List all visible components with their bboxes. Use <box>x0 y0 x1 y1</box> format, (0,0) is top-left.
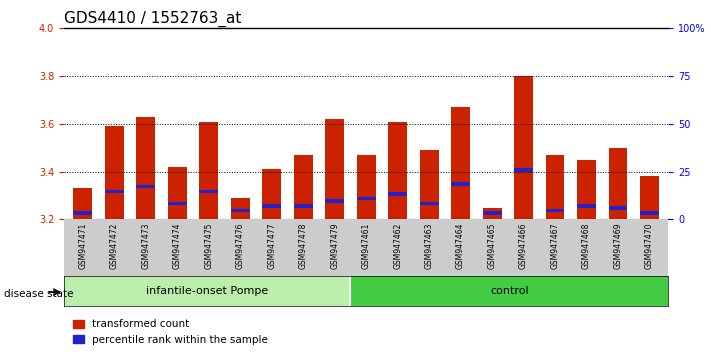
Text: GSM947463: GSM947463 <box>424 222 434 269</box>
Text: GSM947469: GSM947469 <box>614 222 622 269</box>
Text: GSM947471: GSM947471 <box>78 222 87 269</box>
Bar <box>609 206 627 210</box>
Bar <box>514 76 533 219</box>
Text: GSM947474: GSM947474 <box>173 222 182 269</box>
Bar <box>451 107 470 219</box>
Bar <box>640 176 659 219</box>
Bar <box>168 167 187 219</box>
Bar <box>514 168 533 172</box>
Bar <box>357 155 375 219</box>
Bar <box>199 190 218 193</box>
Bar <box>105 190 124 193</box>
Text: infantile-onset Pompe: infantile-onset Pompe <box>146 286 268 296</box>
Text: GSM947464: GSM947464 <box>456 222 465 269</box>
Bar <box>105 126 124 219</box>
Bar <box>231 209 250 212</box>
Bar <box>294 155 313 219</box>
Text: GSM947462: GSM947462 <box>393 222 402 269</box>
Bar <box>262 169 281 219</box>
Bar <box>294 204 313 207</box>
Bar <box>137 117 155 219</box>
FancyBboxPatch shape <box>64 276 351 306</box>
Bar <box>451 182 470 186</box>
Text: GSM947472: GSM947472 <box>110 222 119 269</box>
Bar <box>231 198 250 219</box>
Bar <box>545 155 565 219</box>
Bar <box>640 211 659 215</box>
Bar <box>73 188 92 219</box>
Bar <box>168 201 187 205</box>
Text: GSM947467: GSM947467 <box>550 222 560 269</box>
Bar <box>325 119 344 219</box>
Bar <box>545 209 565 212</box>
Bar <box>577 204 596 207</box>
Text: GSM947477: GSM947477 <box>267 222 277 269</box>
Text: GSM947465: GSM947465 <box>488 222 496 269</box>
Text: control: control <box>490 286 528 296</box>
Bar <box>577 160 596 219</box>
Text: GSM947466: GSM947466 <box>519 222 528 269</box>
FancyBboxPatch shape <box>351 276 668 306</box>
Bar <box>73 211 92 215</box>
Text: GSM947473: GSM947473 <box>141 222 150 269</box>
Text: GSM947468: GSM947468 <box>582 222 591 269</box>
Bar <box>325 199 344 203</box>
Bar <box>262 204 281 207</box>
Bar <box>357 197 375 200</box>
Bar <box>388 121 407 219</box>
Text: GSM947479: GSM947479 <box>330 222 339 269</box>
Text: GSM947478: GSM947478 <box>299 222 308 269</box>
Text: GSM947461: GSM947461 <box>362 222 370 269</box>
Bar <box>388 192 407 196</box>
Bar <box>419 201 439 205</box>
Bar <box>609 148 627 219</box>
Bar <box>137 185 155 188</box>
Text: GSM947470: GSM947470 <box>645 222 654 269</box>
Bar <box>483 211 501 215</box>
Bar <box>199 121 218 219</box>
Bar <box>419 150 439 219</box>
Text: GDS4410 / 1552763_at: GDS4410 / 1552763_at <box>64 11 241 27</box>
Legend: transformed count, percentile rank within the sample: transformed count, percentile rank withi… <box>69 315 272 349</box>
Text: disease state: disease state <box>4 289 73 299</box>
Text: GSM947476: GSM947476 <box>236 222 245 269</box>
Text: GSM947475: GSM947475 <box>204 222 213 269</box>
Bar <box>483 207 501 219</box>
